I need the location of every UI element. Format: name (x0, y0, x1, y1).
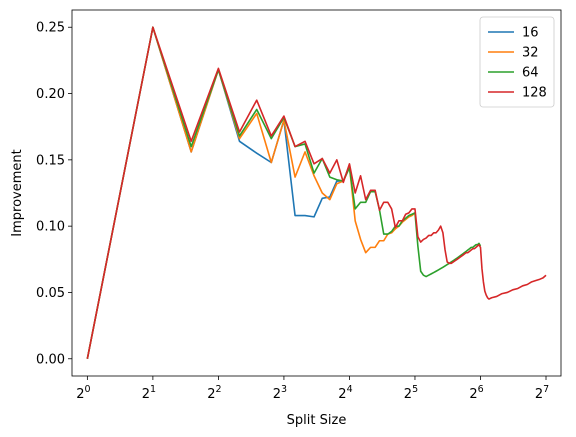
x-tick-label: 26 (469, 384, 483, 402)
y-tick-label: 0.25 (36, 21, 65, 36)
y-tick-label: 0.15 (36, 153, 65, 168)
legend-label-128: 128 (522, 86, 547, 101)
y-tick-label: 0.10 (36, 220, 65, 235)
x-tick-label: 27 (535, 384, 549, 402)
plot-lines (86, 26, 547, 359)
series-line-64 (86, 26, 482, 359)
x-tick-label: 20 (76, 384, 90, 402)
x-tick-label: 24 (338, 384, 352, 402)
x-axis-ticks: 20 21 22 23 24 25 26 27 (76, 376, 549, 402)
y-tick-label: 0.20 (36, 87, 65, 102)
y-axis-label: Improvement (10, 149, 25, 236)
legend-label-32: 32 (522, 46, 539, 61)
y-tick-label: 0.00 (36, 352, 65, 367)
x-tick-label: 22 (207, 384, 221, 402)
legend-box (479, 16, 555, 108)
x-axis-label: Split Size (287, 413, 347, 428)
x-tick-label: 21 (142, 384, 156, 402)
series-line-128 (86, 26, 547, 359)
x-tick-label: 23 (273, 384, 287, 402)
plot-frame (71, 9, 562, 377)
series-line-32 (86, 26, 416, 359)
x-tick-label: 25 (404, 384, 418, 402)
legend-label-64: 64 (522, 66, 539, 81)
legend-label-16: 16 (522, 26, 539, 41)
series-line-16 (86, 26, 351, 359)
y-tick-label: 0.05 (36, 286, 65, 301)
y-axis-ticks: 0.00 0.05 0.10 0.15 0.20 0.25 (36, 21, 72, 367)
legend: 16 32 64 128 (479, 16, 555, 108)
